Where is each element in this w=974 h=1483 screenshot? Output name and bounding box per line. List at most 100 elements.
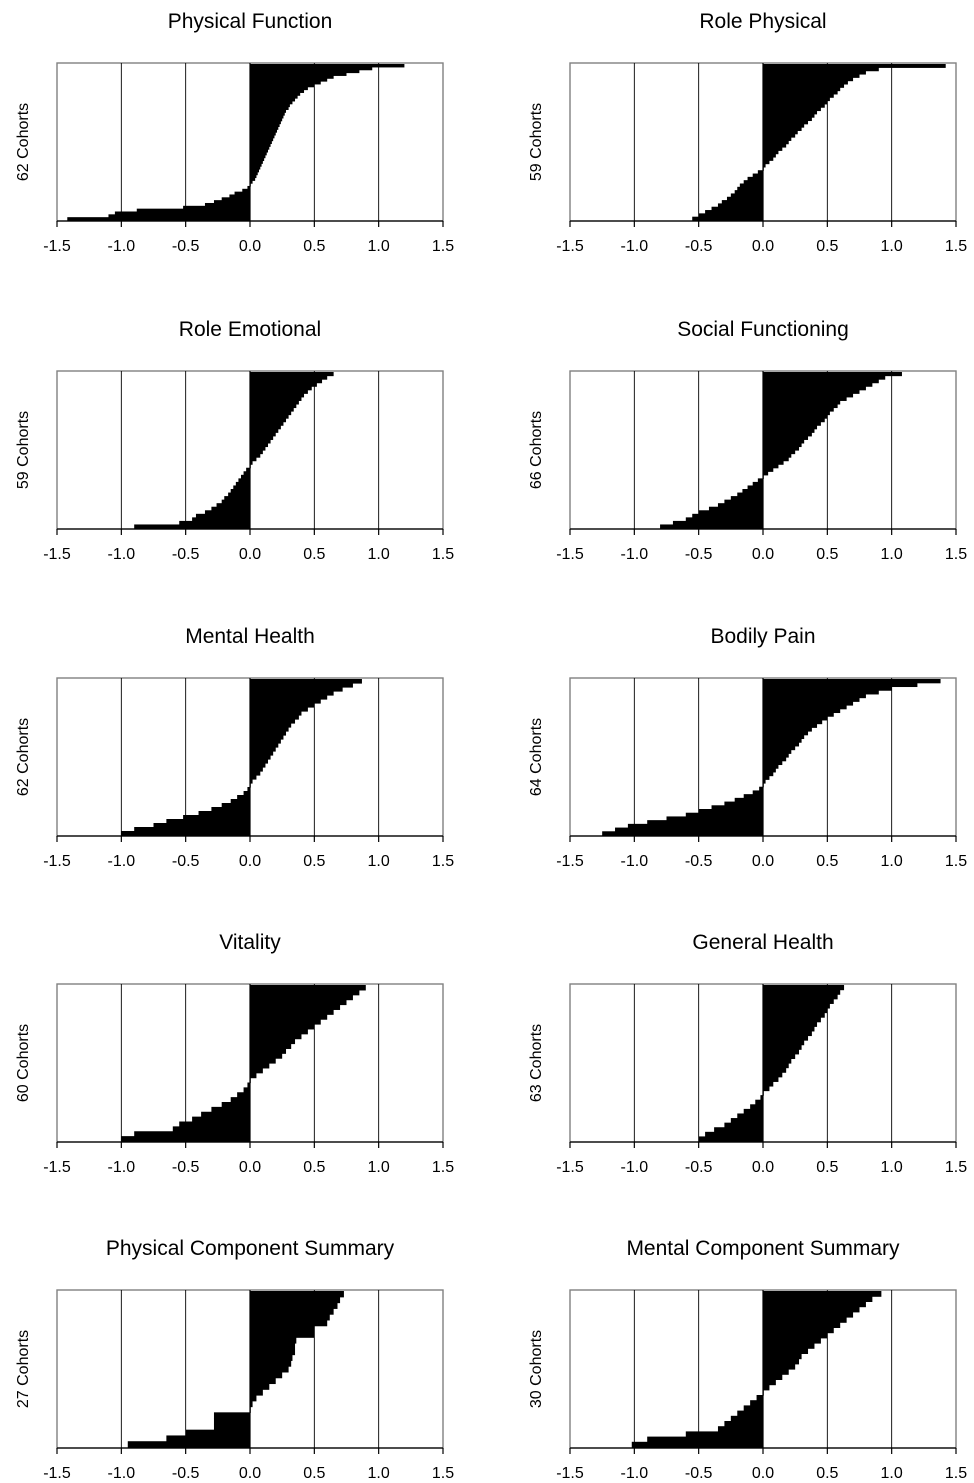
chart-6-effect-bar — [763, 742, 800, 747]
chart-5-effect-bar — [166, 819, 250, 824]
chart-4-x-tick-label: 0.0 — [752, 546, 774, 563]
chart-8-effect-bar — [763, 1044, 802, 1050]
chart-7-effect-bar — [250, 1038, 296, 1045]
chart-3-effect-bar — [250, 382, 317, 387]
chart-10-effect-bar — [737, 1410, 763, 1417]
chart-4-effect-bar — [763, 407, 834, 412]
chart-4-effect-bar — [763, 418, 825, 423]
chart-8-effect-bar — [763, 998, 834, 1004]
chart-7-x-tick-label: 1.0 — [368, 1159, 390, 1176]
chart-5-effect-bar — [247, 787, 250, 792]
chart-8-effect-bar — [763, 1081, 774, 1087]
chart-6-effect-bar — [763, 775, 770, 780]
chart-4-effect-bar — [763, 393, 854, 398]
chart-2-effect-bar — [763, 137, 792, 141]
chart-3-x-tick-label: -1.5 — [43, 546, 71, 563]
chart-3-x-tick-label: 0.5 — [303, 546, 325, 563]
chart-3-effect-bar — [250, 446, 266, 451]
chart-1-effect-bar — [250, 86, 308, 91]
chart-5-effect-bar — [250, 775, 257, 780]
chart-7-effect-bar — [250, 999, 347, 1006]
chart-4-effect-bar — [763, 439, 805, 444]
chart-1-effect-bar — [250, 146, 270, 150]
chart-10-title: Mental Component Summary — [626, 1237, 900, 1260]
chart-3-effect-bar — [250, 425, 281, 430]
chart-9-effect-bar — [213, 1418, 250, 1425]
chart-5-effect-bar — [250, 711, 302, 716]
chart-1-effect-bar — [250, 89, 305, 93]
chart-7-effect-bar — [250, 1067, 263, 1074]
chart-1-x-tick-label: 1.0 — [368, 238, 390, 255]
chart-9-effect-bar — [250, 1296, 341, 1304]
chart-6-effect-bar — [763, 712, 834, 717]
chart-4-x-tick-label: -1.0 — [621, 546, 649, 563]
chart-3-effect-bar — [250, 411, 292, 416]
chart-8-effect-bar — [763, 1012, 825, 1018]
chart-7-effect-bar — [250, 1043, 292, 1049]
chart-4-x-tick-label: -1.5 — [556, 546, 584, 563]
chart-7-effect-bar — [250, 1014, 328, 1020]
chart-4-effect-bar — [763, 442, 802, 448]
chart-9-effect-bar — [250, 1366, 289, 1373]
chart-5-effect-bar — [250, 739, 281, 744]
chart-7-effect-bar — [247, 1082, 250, 1088]
chart-8-y-axis-label: 63 Cohorts — [528, 1024, 545, 1102]
chart-9-effect-bar — [250, 1354, 293, 1361]
chart-5-effect-bar — [198, 811, 250, 816]
chart-10-effect-bar — [631, 1441, 763, 1448]
chart-6-effect-bar — [763, 731, 809, 736]
chart-7-effect-bar — [243, 1087, 250, 1093]
chart-1-effect-bar — [250, 123, 280, 127]
chart-3-effect-bar — [250, 450, 263, 455]
chart-1-effect-bar — [250, 115, 284, 119]
chart-10-effect-bar — [763, 1374, 783, 1380]
chart-10-effect-bar — [763, 1327, 834, 1334]
chart-2-effect-bar — [752, 173, 763, 178]
chart-3-effect-bar — [250, 421, 284, 426]
chart-3-effect-bar — [243, 471, 250, 476]
chart-3-effect-bar — [235, 481, 250, 487]
chart-5-effect-bar — [250, 735, 284, 740]
chart-10-effect-bar — [763, 1337, 821, 1344]
chart-3-effect-bar — [246, 467, 250, 472]
chart-6-x-tick-label: -1.0 — [621, 853, 649, 870]
chart-2-effect-bar — [763, 110, 818, 115]
chart-2-effect-bar — [763, 70, 866, 75]
chart-1-effect-bar — [250, 100, 293, 105]
chart-6-effect-bar — [647, 820, 763, 825]
chart-4-effect-bar — [763, 386, 866, 391]
chart-6-effect-bar — [602, 831, 763, 836]
chart-5-title: Mental Health — [185, 625, 315, 648]
chart-2-title: Role Physical — [699, 10, 826, 33]
chart-1-effect-bar — [250, 120, 281, 125]
chart-1-effect-bar — [250, 98, 296, 102]
chart-6-x-tick-label: 1.5 — [945, 853, 967, 870]
chart-6-x-tick-label: 1.0 — [881, 853, 903, 870]
chart-1-effect-bar — [250, 129, 278, 133]
chart-6-effect-bar — [763, 771, 774, 777]
chart-3-effect-bar — [216, 503, 250, 508]
chart-1-effect-bar — [67, 217, 250, 221]
chart-8-effect-bar — [730, 1118, 763, 1124]
chart-8-effect-bar — [763, 1085, 770, 1092]
chart-3-effect-bar — [250, 389, 308, 394]
chart-3-effect-bar — [250, 457, 257, 462]
chart-7-effect-bar — [250, 1048, 287, 1054]
chart-2-effect-bar — [763, 73, 860, 78]
chart-1-effect-bar — [250, 151, 267, 156]
chart-8-effect-bar — [763, 1021, 818, 1027]
chart-10-effect-bar — [730, 1415, 763, 1422]
chart-6-effect-bar — [763, 764, 779, 769]
chart-1-effect-bar — [221, 197, 250, 201]
chart-6-effect-bar — [763, 679, 941, 684]
chart-1-effect-bar — [250, 83, 315, 88]
chart-6-effect-bar — [666, 816, 763, 821]
chart-3-effect-bar — [250, 400, 299, 405]
chart-5-effect-bar — [237, 795, 250, 800]
chart-6-x-tick-label: -1.5 — [556, 853, 584, 870]
chart-6-x-tick-label: -0.5 — [685, 853, 713, 870]
chart-4-effect-bar — [763, 375, 886, 380]
chart-2-x-tick-label: 1.0 — [881, 238, 903, 255]
chart-10-effect-bar — [750, 1400, 763, 1406]
